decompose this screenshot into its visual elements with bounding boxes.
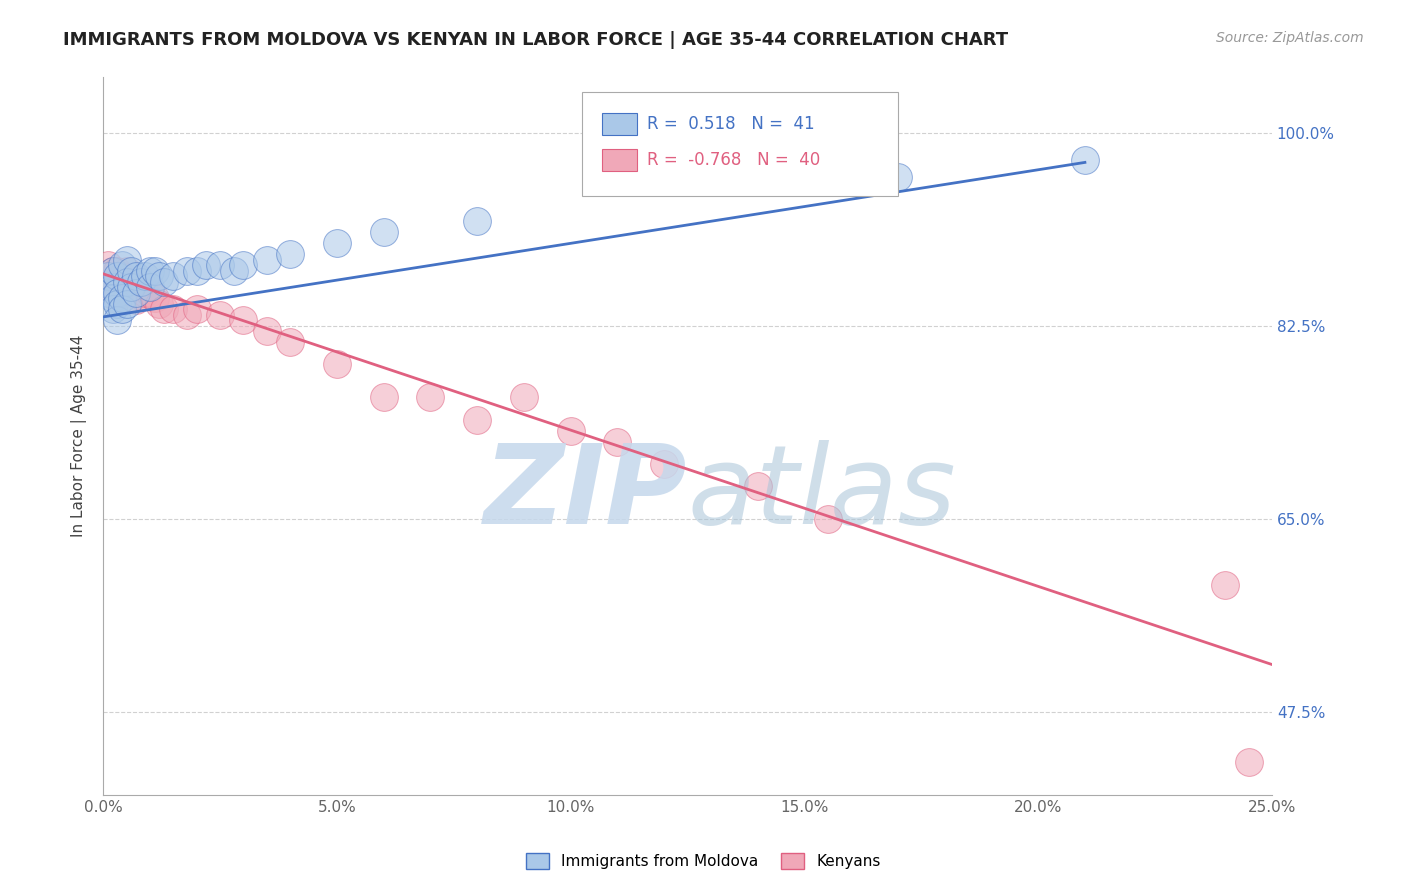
Point — [134, 285, 156, 300]
Point — [101, 291, 124, 305]
Point — [101, 280, 124, 294]
Point — [101, 263, 124, 277]
Point — [139, 280, 162, 294]
Point — [105, 263, 128, 277]
Point — [373, 225, 395, 239]
Point — [105, 268, 128, 283]
Point — [465, 412, 488, 426]
Point — [111, 302, 134, 317]
Point — [1237, 755, 1260, 769]
Point — [887, 169, 910, 184]
Point — [111, 258, 134, 272]
Point — [148, 296, 170, 310]
Point — [652, 457, 675, 471]
Point — [162, 268, 184, 283]
Point — [115, 275, 138, 289]
Point — [153, 275, 176, 289]
Point — [224, 263, 246, 277]
Point — [256, 324, 278, 338]
Point — [606, 434, 628, 449]
Point — [326, 235, 349, 250]
Point — [139, 285, 162, 300]
Point — [148, 268, 170, 283]
Point — [129, 275, 152, 289]
Point — [153, 302, 176, 317]
Point — [232, 258, 254, 272]
Text: Source: ZipAtlas.com: Source: ZipAtlas.com — [1216, 31, 1364, 45]
Point — [105, 280, 128, 294]
Point — [373, 391, 395, 405]
FancyBboxPatch shape — [582, 92, 898, 195]
Point — [101, 263, 124, 277]
Point — [560, 424, 582, 438]
Point — [120, 275, 142, 289]
Point — [125, 280, 148, 294]
Point — [186, 263, 208, 277]
Point — [97, 258, 120, 272]
Point — [120, 263, 142, 277]
Point — [139, 263, 162, 277]
Point — [143, 263, 166, 277]
Y-axis label: In Labor Force | Age 35-44: In Labor Force | Age 35-44 — [72, 334, 87, 537]
Text: R =  0.518   N =  41: R = 0.518 N = 41 — [647, 115, 814, 133]
Point — [105, 285, 128, 300]
Point — [115, 280, 138, 294]
Point — [115, 263, 138, 277]
Point — [115, 296, 138, 310]
Point — [115, 252, 138, 267]
Point — [817, 512, 839, 526]
Point — [176, 308, 198, 322]
Point — [195, 258, 218, 272]
Bar — [602, 113, 637, 135]
Bar — [602, 149, 637, 170]
Point — [125, 285, 148, 300]
Point — [97, 285, 120, 300]
Point — [209, 258, 232, 272]
Point — [419, 391, 441, 405]
Point — [1074, 153, 1097, 168]
Point — [97, 268, 120, 283]
Point — [278, 335, 301, 350]
Point — [111, 285, 134, 300]
Point — [162, 302, 184, 317]
Point — [101, 280, 124, 294]
Point — [105, 291, 128, 305]
Point — [232, 313, 254, 327]
Point — [747, 479, 769, 493]
Point — [125, 293, 148, 308]
Point — [1213, 578, 1236, 592]
Point — [111, 291, 134, 305]
Point — [465, 214, 488, 228]
Point — [278, 247, 301, 261]
Point — [176, 263, 198, 277]
Point — [326, 357, 349, 371]
Point — [129, 289, 152, 303]
Point — [134, 268, 156, 283]
Point — [120, 291, 142, 305]
Text: IMMIGRANTS FROM MOLDOVA VS KENYAN IN LABOR FORCE | AGE 35-44 CORRELATION CHART: IMMIGRANTS FROM MOLDOVA VS KENYAN IN LAB… — [63, 31, 1008, 49]
Point — [120, 280, 142, 294]
Point — [125, 268, 148, 283]
Point — [256, 252, 278, 267]
Point — [513, 391, 536, 405]
Point — [111, 268, 134, 283]
Point — [105, 313, 128, 327]
Legend: Immigrants from Moldova, Kenyans: Immigrants from Moldova, Kenyans — [519, 847, 887, 875]
Point — [209, 308, 232, 322]
Point — [97, 268, 120, 283]
Point — [101, 302, 124, 317]
Point — [143, 291, 166, 305]
Text: atlas: atlas — [688, 440, 956, 547]
Point — [105, 296, 128, 310]
Text: R =  -0.768   N =  40: R = -0.768 N = 40 — [647, 151, 820, 169]
Text: ZIP: ZIP — [484, 440, 688, 547]
Point — [186, 302, 208, 317]
